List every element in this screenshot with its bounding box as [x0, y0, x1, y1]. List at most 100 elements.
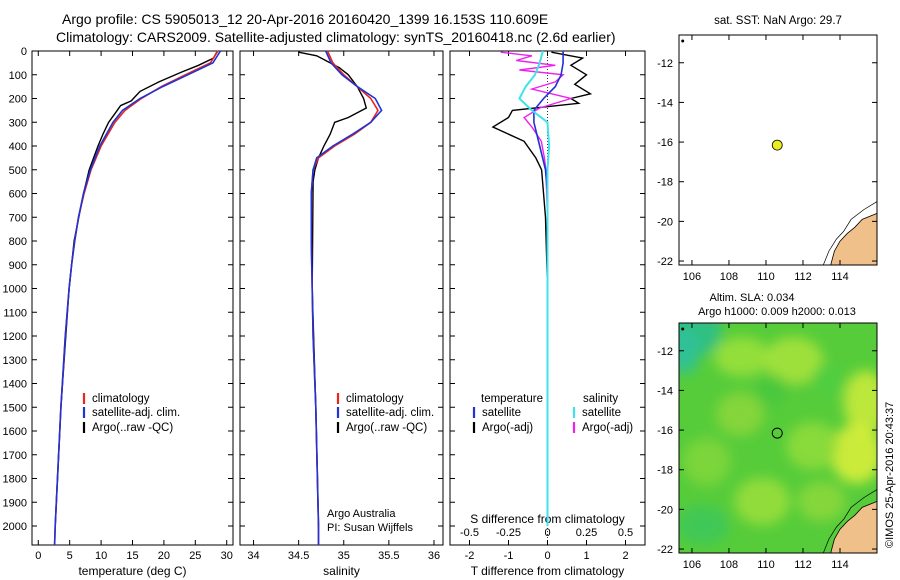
- temperature-legend-climatology-label: climatology: [92, 393, 150, 405]
- temperature-profile-ytick-label: 1800: [3, 474, 27, 486]
- temperature-profile-xlabel: temperature (deg C): [78, 564, 186, 578]
- sla-field: [679, 323, 877, 553]
- sla-anomaly-patch: [682, 438, 731, 486]
- location-map-ytick-label: -14: [657, 97, 673, 109]
- sla-anomaly-patch: [830, 424, 877, 484]
- temperature-profile-ytick-label: 500: [9, 165, 27, 177]
- temperature-profile-ytick-label: 1900: [3, 497, 27, 509]
- temp-diff-argo-line: [491, 51, 593, 526]
- temperature-profile-ytick-label: 100: [9, 70, 27, 82]
- salinity-profile-frame: [239, 50, 444, 546]
- sla-blobs: [679, 323, 877, 546]
- sla-anomaly-patch: [786, 422, 839, 470]
- sla-map-ytick-label: -16: [657, 425, 673, 437]
- diff-legend-sal-argo-label: Argo(-adj): [582, 422, 633, 434]
- sla-map-ytick-label: -18: [657, 465, 673, 477]
- location-map-ytick-label: -20: [657, 216, 673, 228]
- sla-map-title-2: Argo h1000: 0.009 h2000: 0.013: [698, 306, 856, 318]
- temperature-satellite-line: [53, 50, 222, 546]
- difference-profile-xtick-label: -1: [504, 550, 514, 562]
- location-map-frame: [678, 34, 878, 266]
- temperature-profile-xtick-label: 0: [35, 550, 41, 562]
- sla-map-xtick-label: 110: [757, 559, 775, 571]
- location-map-xtick-label: 108: [720, 271, 738, 283]
- salinity-legend-satellite-label: satellite-adj. clim.: [346, 407, 434, 419]
- salinity-diff-tick-label: 0.5: [618, 527, 633, 539]
- temperature-profile-ytick-label: 800: [9, 236, 27, 248]
- salinity-profile-xtick-label: 36: [428, 550, 440, 562]
- sla-anomaly-patch: [734, 477, 791, 526]
- sla-anomaly-patch: [754, 374, 789, 407]
- sla-map-xtick-label: 114: [831, 559, 849, 571]
- temperature-profile-xtick-label: 5: [67, 550, 73, 562]
- location-map-xtick-label: 106: [683, 271, 701, 283]
- temperature-profile-ytick-label: 200: [9, 94, 27, 106]
- temperature-profile-ytick-label: 600: [9, 189, 27, 201]
- pi-note: PI: Susan Wijffels: [327, 522, 413, 534]
- sla-map-ytick-label: -20: [657, 504, 673, 516]
- sla-map-frame: [678, 322, 878, 554]
- salinity-profile-xtick-label: 35.5: [378, 550, 399, 562]
- salinity-profile-xtick-label: 34.5: [288, 550, 309, 562]
- temperature-profile-ytick-label: 1000: [3, 284, 27, 296]
- sla-anomaly-patch: [812, 362, 846, 399]
- sla-map-ytick-label: -12: [657, 346, 673, 358]
- temperature-profile-ytick-label: 1300: [3, 355, 27, 367]
- salinity-legend-climatology-label: climatology: [346, 393, 404, 405]
- temperature-profile-ytick-label: 1200: [3, 331, 27, 343]
- temperature-profile-xtick-label: 20: [158, 550, 170, 562]
- difference-profile-xtick-label: -2: [465, 550, 475, 562]
- sla-anomaly-patch: [679, 505, 729, 546]
- salinity-diff-tick-label: 0: [544, 527, 550, 539]
- location-map-title: sat. SST: NaN Argo: 29.7: [714, 15, 842, 27]
- sla-map-isobath: [822, 489, 878, 554]
- temperature-profile-xtick-label: 15: [126, 550, 138, 562]
- salinity-diff-tick-label: -0.5: [460, 527, 479, 539]
- location-map-isobath: [822, 201, 878, 266]
- temperature-profile-xtick-label: 25: [189, 550, 201, 562]
- sla-map-title-1: Altim. SLA: 0.034: [710, 292, 795, 304]
- temperature-profile-ytick-label: 0: [21, 46, 27, 58]
- argo-float-marker: [771, 139, 783, 151]
- difference-profile-xtick-label: 1: [583, 550, 589, 562]
- difference-profile-xlabel: T difference from climatology: [471, 564, 625, 578]
- figure-title-line1: Argo profile: CS 5905013_12 20-Apr-2016 …: [62, 11, 549, 27]
- salinity-legend-argo-label: Argo(..raw -QC): [346, 422, 427, 434]
- sla-map-ytick-label: -14: [657, 385, 673, 397]
- sla-map-xtick-label: 112: [794, 559, 812, 571]
- sla-anomaly-patch: [797, 481, 846, 522]
- location-map-island-marker: [681, 39, 685, 43]
- temperature-profile-ytick-label: 700: [9, 212, 27, 224]
- salinity-profile-xtick-label: 35: [338, 550, 350, 562]
- sla-anomaly-patch: [714, 336, 770, 377]
- difference-profile-xtick-label: 2: [622, 550, 628, 562]
- temperature-profile-ytick-label: 1700: [3, 450, 27, 462]
- location-map-ytick-label: -18: [657, 177, 673, 189]
- diff-legend-temp-argo-label: Argo(-adj): [482, 422, 533, 434]
- argo-australia-note: Argo Australia: [327, 508, 396, 520]
- temperature-profile-ytick-label: 1100: [3, 307, 27, 319]
- salinity-profile-xtick-label: 34: [247, 550, 259, 562]
- temperature-legend-satellite-label: satellite-adj. clim.: [92, 407, 180, 419]
- sla-map-ytick-label: -22: [657, 544, 673, 556]
- temperature-profile-ytick-label: 300: [9, 117, 27, 129]
- temperature-profile-ytick-label: 1500: [3, 402, 27, 414]
- location-map-xtick-label: 112: [794, 271, 812, 283]
- temperature-profile-xtick-label: 30: [221, 550, 233, 562]
- sla-anomaly-patch: [716, 392, 765, 436]
- sal-diff-satellite-line: [518, 50, 551, 526]
- sla-map-xtick-label: 108: [720, 559, 738, 571]
- sla-anomaly-patch: [764, 336, 824, 385]
- temperature-profile-ytick-label: 1400: [3, 379, 27, 391]
- temperature-profile-xtick-label: 10: [95, 550, 107, 562]
- diff-legend-salinity-header: salinity: [583, 393, 618, 405]
- temperature-profile-ytick-label: 2000: [3, 521, 27, 533]
- sla-anomaly-patch: [679, 327, 700, 375]
- diff-legend-temperature-header: temperature: [481, 393, 543, 405]
- sla-argo-marker: [771, 427, 783, 439]
- sla-anomaly-patch: [843, 370, 877, 434]
- temperature-profile-ytick-label: 1600: [3, 426, 27, 438]
- temperature-profile-ytick-label: 900: [9, 260, 27, 272]
- diff-legend-temp-satellite-label: satellite: [482, 407, 521, 419]
